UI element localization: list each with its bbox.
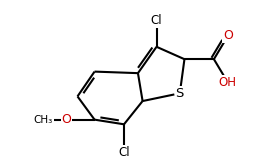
Text: Cl: Cl: [151, 14, 162, 27]
Text: OH: OH: [219, 76, 237, 89]
Text: O: O: [223, 29, 233, 43]
Text: O: O: [62, 113, 72, 126]
Text: S: S: [175, 87, 184, 100]
Text: CH₃: CH₃: [34, 115, 53, 125]
Text: Cl: Cl: [118, 146, 130, 159]
